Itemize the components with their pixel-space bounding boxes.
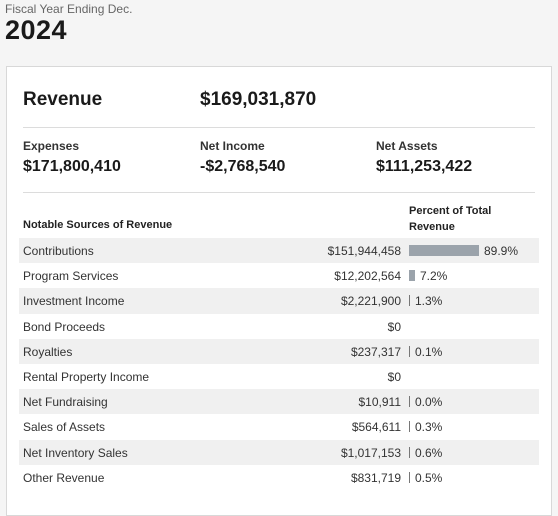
source-amount: $10,911	[358, 395, 402, 410]
fiscal-year-label: Fiscal Year Ending Dec.	[5, 2, 133, 16]
revenue-label: Revenue	[23, 89, 103, 110]
revenue-value: $169,031,870	[200, 89, 317, 110]
table-row: Investment Income $2,221,900 1.3%	[19, 288, 539, 314]
net-income-label: Net Income	[200, 139, 265, 153]
financial-summary-card: Revenue $169,031,870 Expenses $171,800,4…	[6, 66, 552, 516]
source-amount: $12,202,564	[334, 269, 401, 284]
net-income-metric: Net Income -$2,768,540	[200, 139, 285, 176]
expenses-metric: Expenses $171,800,410	[23, 139, 121, 176]
source-name: Net Fundraising	[23, 395, 108, 410]
percent-bar	[409, 396, 410, 408]
source-amount: $564,611	[351, 420, 401, 435]
table-row: Royalties $237,317 0.1%	[19, 338, 539, 364]
source-amount: $237,317	[350, 344, 401, 359]
percent-label: 1.3%	[415, 294, 443, 309]
sources-header: Notable Sources of Revenue	[23, 219, 173, 231]
percent-bar	[409, 245, 479, 256]
net-assets-value: $111,253,422	[376, 158, 473, 175]
net-income-value: -$2,768,540	[200, 158, 286, 175]
expenses-label: Expenses	[23, 139, 80, 153]
source-amount: $831,719	[350, 470, 401, 485]
percent-label: 0.1%	[415, 344, 443, 359]
revenue-sources-table: Contributions $151,944,458 89.9% Program Se…	[19, 238, 539, 490]
source-name: Investment Income	[23, 294, 125, 309]
source-amount: $2,221,900	[340, 294, 401, 309]
source-name: Royalties	[23, 344, 73, 359]
expenses-value: $171,800,410	[23, 158, 121, 175]
net-assets-metric: Net Assets $111,253,422	[376, 139, 472, 176]
net-assets-label: Net Assets	[376, 139, 438, 153]
percent-bar	[409, 345, 410, 357]
table-row: Other Revenue $831,719 0.5%	[19, 465, 539, 490]
table-row: Net Inventory Sales $1,017,153 0.6%	[19, 439, 539, 465]
table-row: Rental Property Income $0	[19, 364, 539, 389]
percent-label: 89.9%	[484, 244, 519, 258]
table-row: Contributions $151,944,458 89.9%	[19, 238, 539, 264]
divider	[23, 127, 535, 128]
fiscal-year: 2024	[5, 15, 68, 45]
table-row: Net Fundraising $10,911 0.0%	[19, 389, 539, 415]
source-amount: $1,017,153	[340, 445, 401, 460]
percent-header: Percent of Total Revenue	[409, 205, 492, 233]
source-name: Program Services	[23, 269, 119, 284]
percent-bar	[409, 471, 410, 483]
percent-label: 0.0%	[415, 395, 443, 410]
source-name: Sales of Assets	[23, 420, 106, 435]
percent-label: 0.5%	[415, 470, 443, 485]
table-row: Sales of Assets $564,611 0.3%	[19, 414, 539, 439]
percent-label: 0.3%	[415, 420, 443, 435]
divider	[23, 192, 535, 193]
source-amount: $0	[387, 369, 401, 384]
percent-label: 7.2%	[420, 269, 448, 284]
source-name: Contributions	[23, 244, 94, 258]
source-amount: $151,944,458	[327, 244, 401, 258]
table-row: Program Services $12,202,564 7.2%	[19, 263, 539, 288]
source-amount: $0	[387, 319, 401, 334]
source-name: Bond Proceeds	[23, 319, 106, 334]
percent-bar	[409, 270, 415, 282]
source-name: Other Revenue	[23, 470, 105, 485]
table-row: Bond Proceeds $0	[19, 314, 539, 339]
percent-bar	[409, 421, 410, 433]
source-name: Net Inventory Sales	[23, 445, 128, 460]
percent-bar	[409, 446, 410, 458]
source-name: Rental Property Income	[23, 369, 150, 384]
percent-label: 0.6%	[415, 445, 443, 460]
percent-bar	[409, 295, 410, 307]
